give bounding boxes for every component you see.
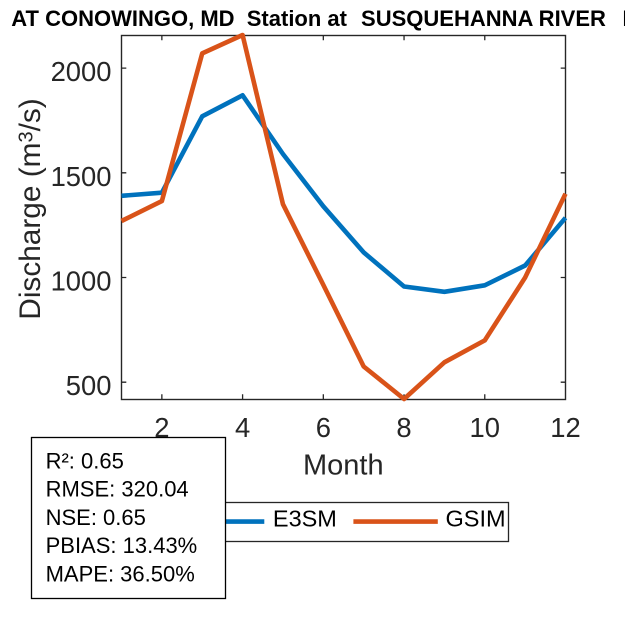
svg-text:AT CONOWINGO, MD Station at: AT CONOWINGO, MD Station at SUSQUEHANNA … (11, 6, 625, 31)
svg-text:2000: 2000 (51, 56, 112, 87)
svg-text:12: 12 (550, 412, 580, 443)
svg-text:NSE: 0.65: NSE: 0.65 (46, 505, 146, 530)
svg-text:8: 8 (396, 412, 411, 443)
svg-text:E3SM: E3SM (273, 506, 337, 532)
svg-text:RMSE: 320.04: RMSE: 320.04 (46, 477, 189, 502)
svg-text:4: 4 (235, 412, 250, 443)
svg-text:1500: 1500 (51, 161, 112, 192)
svg-text:PBIAS: 13.43%: PBIAS: 13.43% (46, 533, 198, 558)
svg-text:Discharge (m3/s): Discharge (m3/s) (14, 98, 47, 319)
svg-text:MAPE: 36.50%: MAPE: 36.50% (46, 561, 195, 586)
svg-text:GSIM: GSIM (446, 506, 506, 532)
svg-text:500: 500 (66, 370, 112, 401)
svg-text:10: 10 (470, 412, 500, 443)
svg-text:1000: 1000 (51, 266, 112, 297)
svg-text:2: 2 (154, 412, 169, 443)
svg-text:R²: 0.65: R²: 0.65 (46, 449, 124, 474)
svg-text:Month: Month (303, 450, 384, 482)
svg-text:6: 6 (316, 412, 331, 443)
